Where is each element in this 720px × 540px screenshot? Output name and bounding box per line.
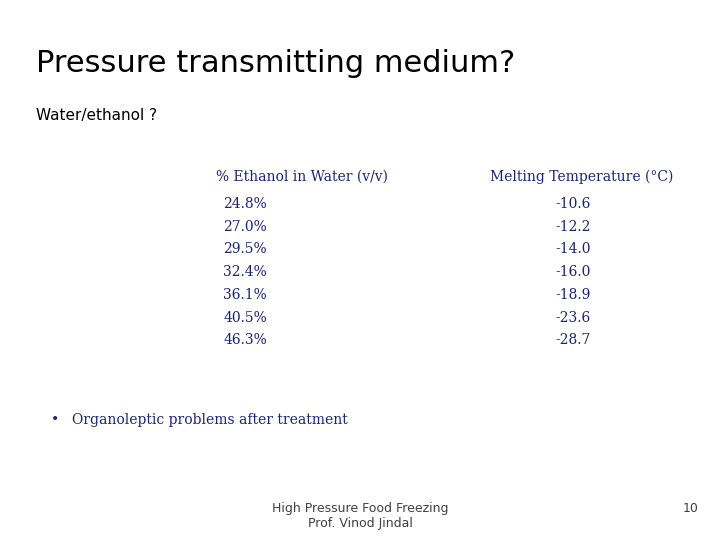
Text: Water/ethanol ?: Water/ethanol ? [36, 108, 157, 123]
Text: 46.3%: 46.3% [223, 333, 267, 347]
Text: -10.6: -10.6 [555, 197, 590, 211]
Text: Melting Temperature (°C): Melting Temperature (°C) [490, 170, 673, 185]
Text: •: • [50, 413, 58, 427]
Text: 29.5%: 29.5% [223, 242, 267, 256]
Text: -16.0: -16.0 [555, 265, 590, 279]
Text: -23.6: -23.6 [555, 310, 590, 325]
Text: Organoleptic problems after treatment: Organoleptic problems after treatment [72, 413, 348, 427]
Text: Pressure transmitting medium?: Pressure transmitting medium? [36, 49, 516, 78]
Text: High Pressure Food Freezing
Prof. Vinod Jindal: High Pressure Food Freezing Prof. Vinod … [271, 502, 449, 530]
Text: 10: 10 [683, 502, 698, 515]
Text: -28.7: -28.7 [555, 333, 590, 347]
Text: -18.9: -18.9 [555, 288, 590, 302]
Text: 24.8%: 24.8% [223, 197, 267, 211]
Text: 40.5%: 40.5% [223, 310, 267, 325]
Text: -14.0: -14.0 [555, 242, 590, 256]
Text: 27.0%: 27.0% [223, 220, 267, 234]
Text: % Ethanol in Water (v/v): % Ethanol in Water (v/v) [216, 170, 388, 184]
Text: 36.1%: 36.1% [223, 288, 267, 302]
Text: -12.2: -12.2 [555, 220, 590, 234]
Text: 32.4%: 32.4% [223, 265, 267, 279]
